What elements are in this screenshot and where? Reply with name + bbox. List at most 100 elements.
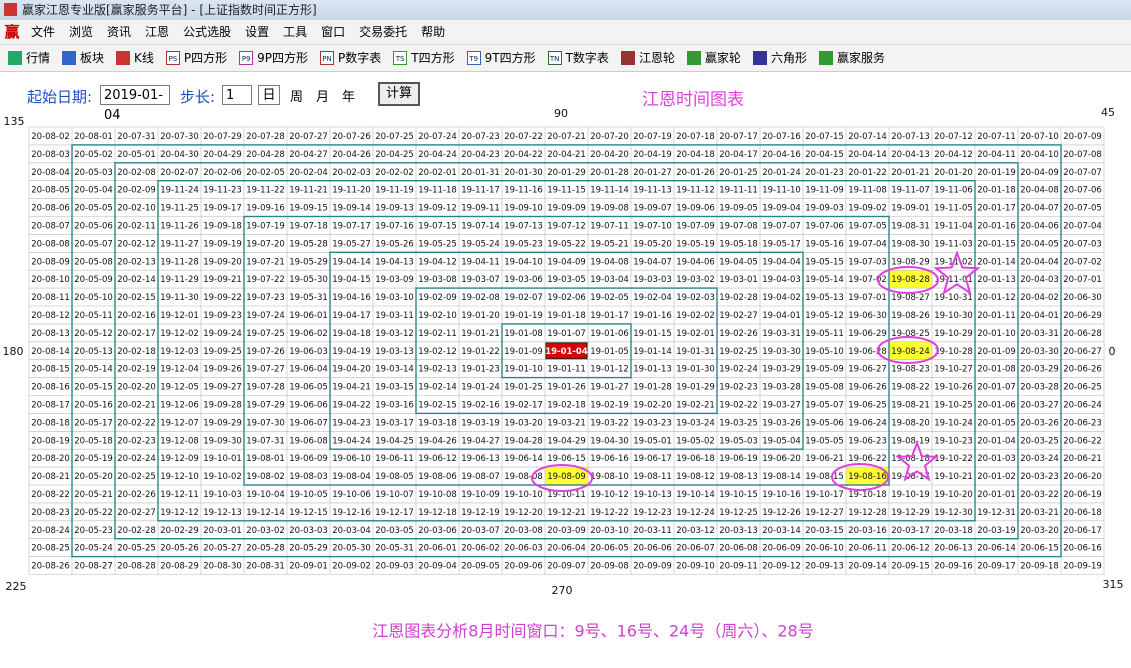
date-cell: 19-03-22 [590,418,629,428]
date-cell: 19-01-30 [676,365,715,375]
date-cell: 20-07-22 [504,132,543,142]
step-input[interactable]: 1 [222,85,252,105]
date-cell: 20-01-14 [977,257,1016,267]
toolbar-button[interactable]: T9 9T四方形 [466,45,536,71]
date-cell: 20-07-10 [1020,132,1059,142]
date-cell: 19-12-26 [762,508,801,518]
period-option[interactable]: 周 [290,90,304,105]
date-cell: 19-08-14 [762,472,801,482]
date-cell: 19-05-12 [805,311,844,321]
toolbar-button[interactable]: TS T四方形 [393,45,455,71]
date-cell: 19-07-25 [246,329,285,339]
menu-item[interactable]: 设置 [245,25,270,39]
date-cell: 19-10-11 [547,490,586,500]
menu-item[interactable]: 交易委托 [359,25,408,39]
date-cell: 19-05-08 [805,383,844,393]
date-cell: 20-06-29 [1063,311,1102,321]
toolbar-button[interactable]: P9 9P四方形 [239,45,308,71]
date-cell: 19-02-24 [719,365,758,375]
star-mark [933,250,981,296]
date-cell: 19-04-11 [461,257,500,267]
date-cell: 19-05-20 [633,239,672,249]
date-cell: 20-03-19 [977,526,1016,536]
menu-item[interactable]: 文件 [31,25,56,39]
date-cell: 19-11-08 [848,186,887,196]
date-cell: 20-09-04 [418,562,457,572]
date-cell: 20-05-26 [160,544,199,554]
date-cells: 20-08-02 20-08-01 20-07-31 20-07-30 20-07-29… [31,132,1102,572]
date-cell: 19-03-27 [762,400,801,410]
toolbar-button[interactable]: 江恩轮 [620,45,675,71]
period-option[interactable]: 日 [258,85,280,105]
toolbar-icon [752,51,767,65]
date-cell: 20-05-14 [74,365,113,375]
date-cell: 19-04-12 [418,257,457,267]
highlight-cell [889,341,932,360]
date-cell: 19-07-31 [246,436,285,446]
menu-item[interactable]: 江恩 [145,25,170,39]
date-cell: 19-12-02 [160,329,199,339]
date-cell: 20-08-02 [31,132,70,142]
app-logo: 赢 [4,23,20,41]
date-cell: 19-04-10 [504,257,543,267]
menu-item[interactable]: 浏览 [69,25,94,39]
date-cell: 19-02-06 [547,293,586,303]
toolbar-button[interactable]: 六角形 [752,45,807,71]
menu-item[interactable]: 公式选股 [183,25,232,39]
toolbar-button[interactable]: K线 [116,45,154,71]
date-cell: 20-04-09 [1020,168,1059,178]
date-cell: 19-03-21 [547,418,586,428]
date-cell: 20-09-19 [1063,562,1102,572]
angle-label: 315 [1103,578,1124,591]
date-cell: 20-07-25 [375,132,414,142]
date-cell: 19-07-04 [848,239,887,249]
date-cell: 20-01-07 [977,383,1016,393]
start-date-input[interactable]: 2019-01-04 [100,85,170,123]
menu-item[interactable]: 窗口 [321,25,346,39]
angle-label: 45 [1101,106,1115,119]
date-cell: 19-02-02 [676,311,715,321]
date-cell: 20-08-01 [74,132,113,142]
date-cell: 20-09-14 [848,562,887,572]
date-cell: 20-03-23 [1020,472,1059,482]
date-cell: 20-06-06 [633,544,672,554]
date-cell: 19-09-17 [203,204,242,214]
toolbar-button[interactable]: 行情 [8,45,50,71]
date-cell: 19-01-12 [590,365,629,375]
date-cell: 20-03-09 [547,526,586,536]
toolbar-button[interactable]: PN P数字表 [320,45,381,71]
toolbar-button[interactable]: PS P四方形 [165,45,227,71]
toolbar-label: P数字表 [338,50,382,65]
date-cell: 19-05-11 [805,329,844,339]
menu-item[interactable]: 资讯 [107,25,132,39]
date-cell: 19-11-04 [934,221,973,231]
date-cell: 19-12-01 [160,311,199,321]
toolbar-button[interactable]: TN T数字表 [547,45,609,71]
date-cell: 20-04-24 [418,150,457,160]
window-title: 赢家江恩专业版[赢家服务平台] - [上证指数时间正方形] [22,3,317,17]
date-cell: 19-03-05 [547,275,586,285]
date-cell: 20-01-03 [977,454,1016,464]
date-cell: 20-04-22 [504,150,543,160]
highlight-cell [846,467,889,485]
toolbar-button[interactable]: 赢家服务 [818,45,885,71]
date-cell: 20-05-12 [74,329,113,339]
date-cell: 19-09-12 [418,204,457,214]
toolbar-button[interactable]: 赢家轮 [686,45,741,71]
period-option[interactable]: 年 [342,90,356,105]
date-cell: 19-08-09 [547,472,586,482]
toolbar-icon [818,51,833,65]
date-cell: 20-07-12 [934,132,973,142]
date-cell: 19-10-27 [934,365,973,375]
date-cell: 19-04-06 [676,257,715,267]
menu-item[interactable]: 帮助 [421,25,446,39]
menu-item[interactable]: 工具 [283,25,308,39]
toolbar-label: 行情 [26,50,51,65]
date-cell: 20-01-08 [977,365,1016,375]
date-cell: 20-07-14 [848,132,887,142]
compute-button[interactable]: 计算 [378,82,420,106]
date-cell: 19-04-20 [332,365,371,375]
date-cell: 19-10-23 [934,436,973,446]
period-option[interactable]: 月 [316,90,330,105]
toolbar-button[interactable]: 板块 [62,45,104,71]
